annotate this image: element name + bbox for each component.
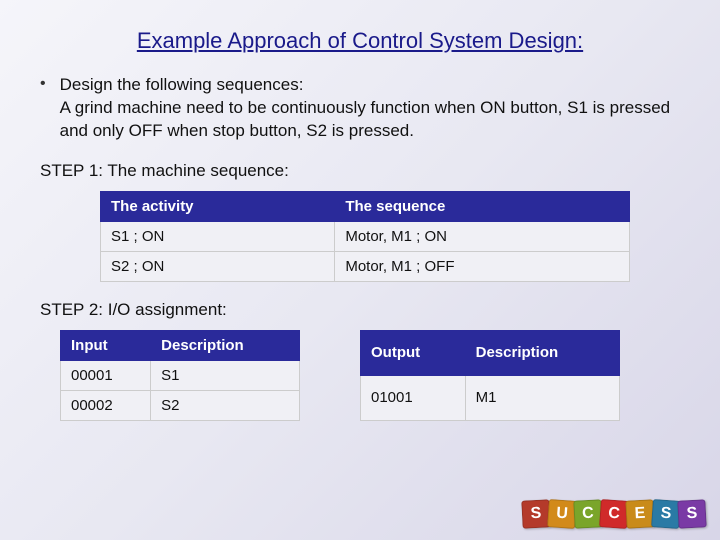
bullet-text: Design the following sequences: A grind … <box>60 74 680 143</box>
table-row: 00001 S1 <box>61 360 300 390</box>
col-input-desc: Description <box>151 330 300 360</box>
cell: Motor, M1 ; OFF <box>335 251 630 281</box>
cell: 00001 <box>61 360 151 390</box>
table-header-row: The activity The sequence <box>101 191 630 221</box>
slide-content: Example Approach of Control System Desig… <box>0 0 720 441</box>
step-2-label: STEP 2: I/O assignment: <box>40 300 680 320</box>
cell: S1 ; ON <box>101 221 335 251</box>
cell: S2 <box>151 390 300 420</box>
col-output: Output <box>361 330 466 375</box>
activity-table: The activity The sequence S1 ; ON Motor,… <box>100 191 630 282</box>
success-blocks-icon: SUCCESS <box>524 500 706 528</box>
col-output-desc: Description <box>465 330 619 375</box>
input-table: Input Description 00001 S1 00002 S2 <box>60 330 300 421</box>
slide-title: Example Approach of Control System Desig… <box>40 28 680 54</box>
cell: 00002 <box>61 390 151 420</box>
table-row: 00002 S2 <box>61 390 300 420</box>
col-input: Input <box>61 330 151 360</box>
io-tables-wrap: Input Description 00001 S1 00002 S2 Outp… <box>60 330 680 421</box>
col-activity: The activity <box>101 191 335 221</box>
letter-block: S <box>677 499 706 528</box>
cell: S2 ; ON <box>101 251 335 281</box>
bullet-line-1: Design the following sequences: <box>60 74 680 97</box>
table-row: S1 ; ON Motor, M1 ; ON <box>101 221 630 251</box>
output-table: Output Description 01001 M1 <box>360 330 620 421</box>
cell: 01001 <box>361 375 466 420</box>
bullet-item: • Design the following sequences: A grin… <box>40 74 680 143</box>
cell: S1 <box>151 360 300 390</box>
table-header-row: Input Description <box>61 330 300 360</box>
bullet-marker: • <box>40 76 46 92</box>
table-row: S2 ; ON Motor, M1 ; OFF <box>101 251 630 281</box>
table-header-row: Output Description <box>361 330 620 375</box>
cell: Motor, M1 ; ON <box>335 221 630 251</box>
table-row: 01001 M1 <box>361 375 620 420</box>
bullet-line-2: A grind machine need to be continuously … <box>60 97 680 143</box>
step-1-label: STEP 1: The machine sequence: <box>40 161 680 181</box>
cell: M1 <box>465 375 619 420</box>
col-sequence: The sequence <box>335 191 630 221</box>
